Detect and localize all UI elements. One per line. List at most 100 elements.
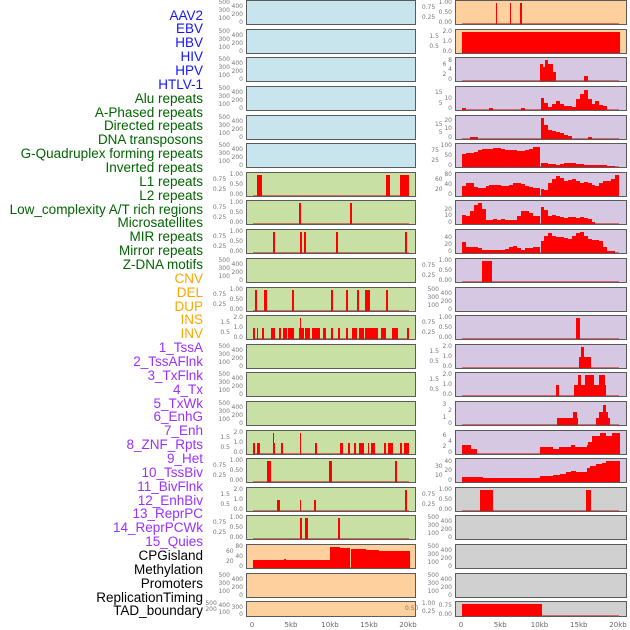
y-tick-label: 300: [218, 378, 230, 386]
data-bar: [596, 417, 600, 425]
track-label: 13_ReprPC: [132, 506, 203, 522]
data-bar: [378, 551, 410, 568]
data-bar: [599, 241, 604, 253]
y-tick-label: 2.0: [233, 485, 243, 493]
track-label: AAV2: [169, 7, 203, 23]
track-panel: [246, 458, 416, 483]
data-bar: [564, 217, 568, 224]
data-bar: [489, 220, 494, 224]
data-bar: [560, 177, 565, 196]
track-label: Alu repeats: [134, 90, 203, 106]
y-tick-label: 0.50: [229, 180, 243, 188]
data-bar: [277, 500, 280, 511]
y-tick-label: 100: [218, 587, 230, 595]
y-tick-label: 500: [218, 0, 230, 7]
y-tick-label: 0.25: [421, 328, 436, 336]
data-bar: [579, 231, 584, 253]
y-tick-label: 0: [239, 133, 243, 141]
data-bar: [489, 250, 494, 253]
data-bar: [556, 237, 561, 253]
data-bar: [509, 220, 514, 224]
y-tick-label: 60: [434, 175, 443, 183]
track-panel: [455, 287, 627, 312]
track-label: HPV: [175, 62, 203, 78]
y-tick-label: 1.0: [233, 323, 243, 331]
track-label: 10_TssBiv: [141, 464, 203, 480]
data-bar: [587, 183, 592, 196]
y-tick-label: 0.75: [212, 518, 227, 526]
data-bar: [560, 217, 565, 224]
data-bar: [509, 3, 512, 24]
y-tick-label: 0.00: [438, 333, 452, 341]
y-tick-label: 0: [448, 161, 452, 169]
y-tick-label: 0.25: [421, 607, 436, 615]
y-tick-label: 0: [448, 533, 452, 541]
y-tick-label: 400: [440, 518, 452, 525]
data-bar: [556, 100, 561, 110]
data-bar: [584, 76, 589, 81]
data-bar: [552, 236, 557, 253]
data-bar: [350, 548, 367, 568]
y-tick-label: 0: [448, 591, 452, 599]
y-tick-label: 100: [218, 71, 230, 79]
data-bar: [352, 328, 357, 339]
y-tick-label: 0.25: [212, 528, 227, 536]
y-tick-label: 0: [239, 390, 243, 398]
y-tick-label: 1.00: [229, 456, 243, 464]
baseline: [253, 194, 409, 196]
y-tick-label: 40: [444, 233, 452, 241]
track-label: 11_BivFlnk: [137, 478, 203, 494]
y-tick-label: 0.5: [429, 42, 439, 50]
track-label: A-Phased repeats: [94, 104, 203, 120]
data-bar: [540, 118, 545, 139]
data-bar: [595, 186, 600, 196]
y-tick-label: 40: [235, 552, 243, 560]
data-bar: [571, 217, 576, 224]
y-tick-label: 0.0: [442, 362, 452, 370]
track-label: L1 repeats: [139, 173, 203, 189]
data-bar: [505, 149, 510, 167]
track-panel: [246, 287, 416, 312]
y-tick-label: 0: [239, 18, 243, 26]
track-panel: [455, 200, 627, 225]
data-bar: [292, 290, 295, 311]
data-bar: [603, 165, 608, 167]
y-tick-label: 400: [440, 547, 452, 554]
baseline: [253, 251, 409, 253]
track-panel: [455, 487, 627, 512]
data-bar: [607, 181, 612, 196]
data-bar: [540, 163, 545, 167]
data-bar: [544, 125, 549, 139]
y-tick-label: 0.00: [229, 190, 243, 198]
data-bar: [544, 236, 549, 253]
y-tick-label: 400: [231, 89, 243, 96]
data-bar: [556, 132, 561, 139]
track-label: Microsatellites: [117, 215, 203, 231]
y-tick-label: 300: [427, 521, 439, 529]
x-tick-label: 5kb: [284, 621, 298, 629]
data-bar: [485, 186, 490, 196]
y-tick-label: 300: [218, 407, 230, 415]
data-bar: [465, 216, 470, 224]
track-panel: [455, 315, 627, 340]
data-bar: [564, 237, 568, 253]
y-tick-label: 400: [231, 146, 243, 153]
y-tick-label: 0.0: [233, 333, 243, 341]
y-tick-label: 400: [231, 32, 243, 39]
data-bar: [405, 490, 408, 511]
data-bar: [364, 328, 378, 339]
data-bar: [571, 444, 576, 454]
track-panel: [246, 229, 416, 254]
data-bar: [553, 448, 560, 454]
y-tick-label: 1.00: [229, 198, 243, 206]
data-bar: [587, 219, 592, 224]
data-bar: [516, 248, 521, 253]
data-bar: [560, 132, 565, 139]
data-bar: [469, 136, 474, 139]
data-bar: [593, 385, 600, 396]
track-panel: [455, 573, 627, 598]
y-tick-label: 4: [448, 437, 452, 445]
data-bar: [591, 184, 596, 196]
data-bar: [267, 461, 271, 482]
data-bar: [399, 443, 402, 454]
